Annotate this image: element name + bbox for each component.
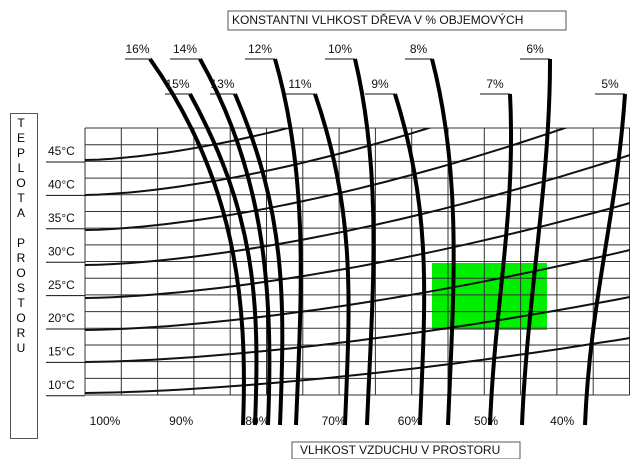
temperature-label: 30°C [48, 244, 75, 258]
temperature-curve [85, 249, 630, 331]
temperature-label: 35°C [48, 211, 75, 225]
moisture-curve [198, 58, 272, 426]
moisture-curve [488, 93, 514, 426]
moisture-label: 8% [410, 42, 428, 56]
y-axis-label: TEPLOTA PROSTORU [10, 113, 38, 439]
humidity-label: 70% [322, 414, 346, 428]
moisture-label: 15% [165, 77, 189, 91]
moisture-label: 13% [210, 77, 234, 91]
temperature-label: 20°C [48, 311, 75, 325]
moisture-curve [393, 93, 427, 426]
moisture-label: 6% [526, 42, 544, 56]
humidity-label: 90% [169, 414, 193, 428]
temperature-curve [85, 202, 630, 299]
temperature-label: 25°C [48, 278, 75, 292]
temperature-label: 10°C [48, 378, 75, 392]
moisture-curve [148, 57, 246, 426]
moisture-label: 7% [486, 77, 504, 91]
temperature-curve [85, 128, 433, 196]
moisture-curve [313, 93, 351, 426]
title: KONSTANTNI VLHKOST DŘEVA V % OBJEMOVÝCH [232, 12, 523, 27]
temperature-curve [85, 154, 630, 266]
moisture-curve [233, 93, 285, 426]
moisture-curve [583, 93, 627, 426]
moisture-curve [430, 58, 456, 426]
humidity-label: 60% [398, 414, 422, 428]
x-label-box [291, 441, 521, 459]
moisture-curve [273, 58, 303, 426]
moisture-curve [188, 93, 259, 426]
temperature-label: 15°C [48, 345, 75, 359]
moisture-label: 9% [371, 77, 389, 91]
temperature-curve [85, 128, 293, 161]
title-box [227, 10, 567, 31]
humidity-label: 40% [550, 414, 574, 428]
temperature-label: 40°C [48, 178, 75, 192]
moisture-curve [353, 58, 376, 426]
x-axis-label: VLHKOST VZDUCHU V PROSTORU [300, 443, 500, 457]
moisture-label: 10% [328, 42, 352, 56]
humidity-label: 100% [90, 414, 121, 428]
humidity-label: 50% [474, 414, 498, 428]
moisture-label: 16% [125, 42, 149, 56]
temperature-curve [85, 337, 630, 394]
temperature-curve [85, 128, 568, 231]
temperature-curve [85, 296, 630, 363]
moisture-label: 5% [601, 77, 619, 91]
humidity-label: 80% [245, 414, 269, 428]
moisture-label: 12% [248, 42, 272, 56]
moisture-label: 14% [173, 42, 197, 56]
moisture-label: 11% [288, 77, 311, 91]
temperature-label: 45°C [48, 144, 75, 158]
moisture-curve [520, 58, 553, 426]
